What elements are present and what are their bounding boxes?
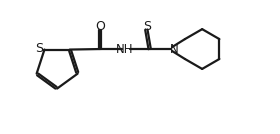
Text: N: N: [170, 42, 179, 55]
Text: S: S: [36, 42, 43, 55]
Text: NH: NH: [116, 42, 134, 55]
Text: O: O: [95, 20, 105, 33]
Text: S: S: [143, 20, 151, 33]
